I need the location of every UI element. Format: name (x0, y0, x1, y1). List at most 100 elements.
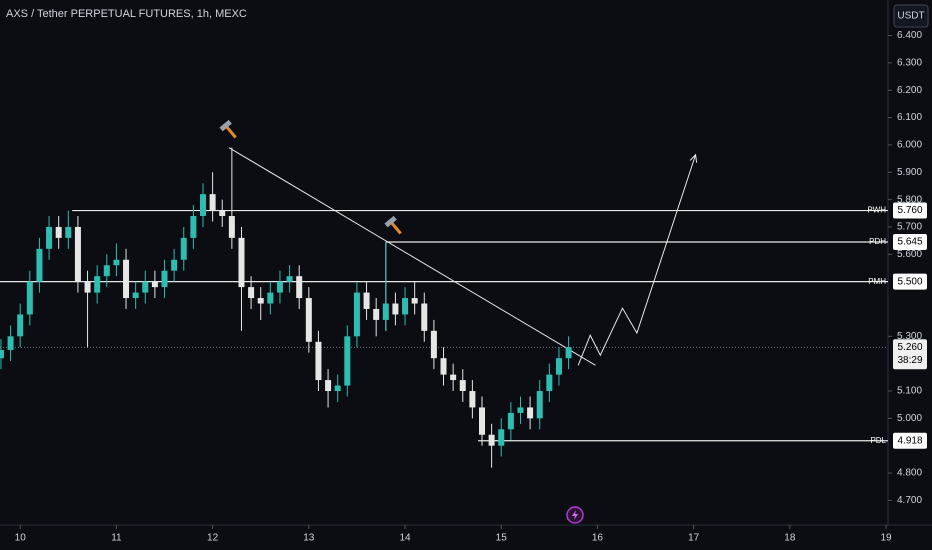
candle-body (546, 374, 553, 392)
candle-body (469, 391, 476, 408)
candle-body (65, 226, 72, 238)
y-tick-label: 6.000 (897, 140, 922, 151)
candle-body (46, 226, 53, 249)
countdown-label: 38:29 (897, 355, 922, 366)
y-tick-label: 5.300 (897, 331, 922, 342)
candle-body (353, 292, 360, 337)
x-tick-label: 18 (784, 533, 796, 544)
candle-body (459, 380, 466, 392)
x-tick-label: 16 (592, 533, 604, 544)
currency-button[interactable] (893, 4, 929, 28)
candle-body (26, 281, 33, 315)
y-tick-label: 5.700 (897, 222, 922, 233)
x-tick-label: 19 (881, 533, 893, 544)
candle-body (199, 194, 206, 217)
candle-body (286, 276, 293, 282)
y-tick-label: 6.200 (897, 85, 922, 96)
candle-body (209, 194, 216, 211)
candle-body (151, 281, 158, 288)
candle-body (142, 281, 149, 293)
y-tick-label: 6.300 (897, 58, 922, 69)
candle-body (315, 341, 322, 381)
candle-body (55, 226, 62, 238)
chart-title: AXS / Tether PERPETUAL FUTURES, 1h, MEXC (6, 8, 247, 20)
y-tick-label: 6.400 (897, 30, 922, 41)
candle-body (479, 407, 486, 435)
candle-body (527, 407, 534, 419)
level-badge-label: 4.918 (897, 435, 922, 446)
candle-body (344, 336, 351, 386)
y-tick-label: 5.100 (897, 386, 922, 397)
x-tick-label: 10 (15, 533, 27, 544)
candle-body (440, 358, 447, 375)
hammer-icon (384, 215, 402, 235)
trendline (228, 147, 596, 366)
candle-body (276, 281, 283, 293)
candle-body (161, 270, 168, 288)
level-badge (893, 233, 927, 250)
projection-path (577, 154, 697, 366)
candle-body (180, 237, 187, 260)
y-tick-label: 5.000 (897, 413, 922, 424)
candle-body (536, 391, 543, 419)
level-badge (893, 202, 927, 219)
candle-body (219, 210, 226, 217)
candle-body (7, 336, 14, 350)
candle-body (123, 259, 130, 299)
level-badge (893, 273, 927, 290)
candle-body (132, 292, 139, 299)
candle-body (392, 303, 399, 315)
y-tick-label: 4.800 (897, 468, 922, 479)
candle-body (0, 350, 4, 359)
candle-body (421, 303, 428, 331)
candle-body (94, 276, 101, 293)
y-tick-label: 5.800 (897, 194, 922, 205)
x-tick-label: 13 (303, 533, 315, 544)
x-tick-label: 15 (496, 533, 508, 544)
candle-body (430, 330, 437, 359)
candle-body (296, 276, 303, 299)
candle-body (334, 385, 341, 392)
y-tick-label: 5.600 (897, 249, 922, 260)
candle-body (402, 298, 409, 315)
last-price-label: 5.260 (897, 342, 922, 353)
candle-body (190, 216, 197, 238)
last-price-badge (893, 339, 927, 370)
candle-body (171, 259, 178, 271)
level-name: PDL (870, 436, 886, 445)
candle-body (84, 281, 91, 293)
candle-body (382, 303, 389, 320)
candle-body (248, 287, 255, 299)
candle-body (411, 298, 418, 304)
candle-body (507, 412, 514, 430)
candle-body (450, 374, 457, 381)
hammer-icon (219, 119, 237, 139)
candle-body (517, 407, 524, 413)
level-name: PWH (867, 206, 886, 215)
level-badge (893, 432, 927, 449)
event-icon[interactable] (566, 506, 584, 524)
level-name: PDH (869, 237, 886, 246)
candle-body (555, 358, 562, 375)
candle-body (325, 380, 332, 392)
candle-body (228, 216, 235, 238)
candle-body (17, 314, 24, 337)
y-tick-label: 4.700 (897, 495, 922, 506)
candle-body (363, 292, 370, 309)
level-badge-label: 5.500 (897, 276, 922, 287)
candle-body (373, 308, 380, 320)
candle-body (74, 226, 81, 282)
x-tick-label: 12 (207, 533, 219, 544)
candle-body (498, 429, 505, 446)
level-badge-label: 5.645 (897, 237, 922, 248)
candle-body (257, 298, 264, 304)
level-badge-label: 5.760 (897, 205, 922, 216)
candle-body (305, 298, 312, 342)
currency-label[interactable]: USDT (897, 11, 924, 22)
candle-body (267, 292, 274, 304)
candle-body (36, 248, 43, 282)
x-tick-label: 11 (111, 533, 122, 544)
